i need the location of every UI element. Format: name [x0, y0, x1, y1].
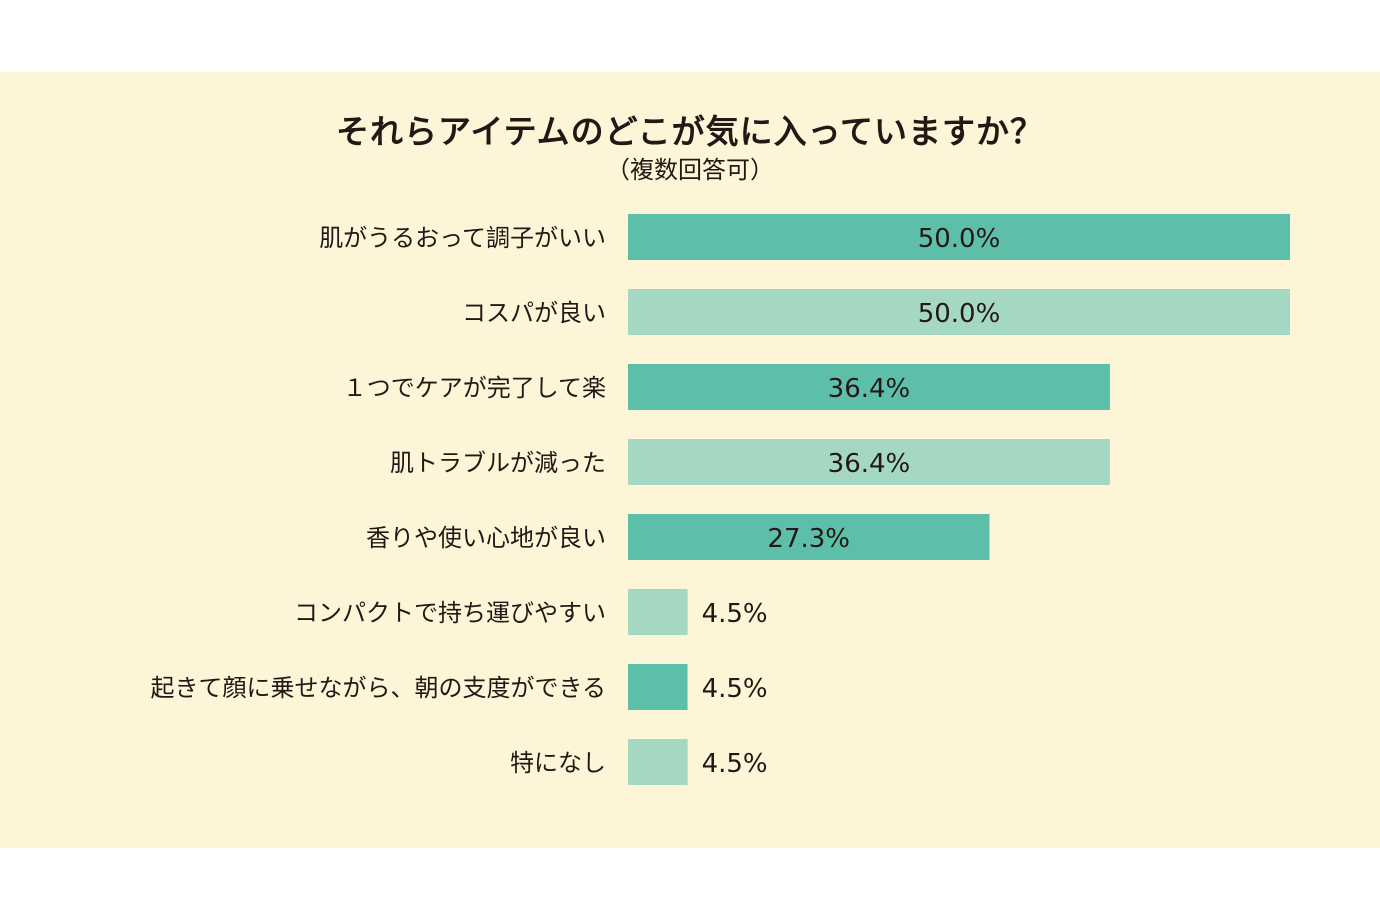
value-label: 27.3% — [767, 524, 850, 554]
category-label: コンパクトで持ち運びやすい — [294, 599, 606, 627]
category-label: コスパが良い — [462, 299, 606, 327]
value-label: 36.4% — [828, 374, 911, 404]
bar — [628, 514, 990, 560]
category-label: 香りや使い心地が良い — [366, 524, 606, 552]
chart-subtitle: （複数回答可） — [606, 156, 774, 184]
bar — [628, 739, 688, 785]
category-label: 起きて顔に乗せながら、朝の支度ができる — [150, 674, 606, 702]
category-label: 特になし — [510, 749, 606, 777]
bar — [628, 214, 1290, 260]
value-label: 4.5% — [702, 674, 768, 704]
bar — [628, 289, 1290, 335]
value-label: 4.5% — [702, 749, 768, 779]
bar — [628, 439, 1110, 485]
value-label: 4.5% — [702, 599, 768, 629]
category-label: 肌トラブルが減った — [390, 449, 606, 477]
category-label: 肌がうるおって調子がいい — [319, 224, 606, 252]
value-label: 50.0% — [918, 224, 1001, 254]
value-label: 36.4% — [828, 449, 911, 479]
chart-title: それらアイテムのどこが気に入っていますか？ — [335, 112, 1045, 151]
category-label: １つでケアが完了して楽 — [343, 374, 606, 402]
bar — [628, 664, 688, 710]
bar — [628, 589, 688, 635]
bar — [628, 364, 1110, 410]
value-label: 50.0% — [918, 299, 1001, 329]
